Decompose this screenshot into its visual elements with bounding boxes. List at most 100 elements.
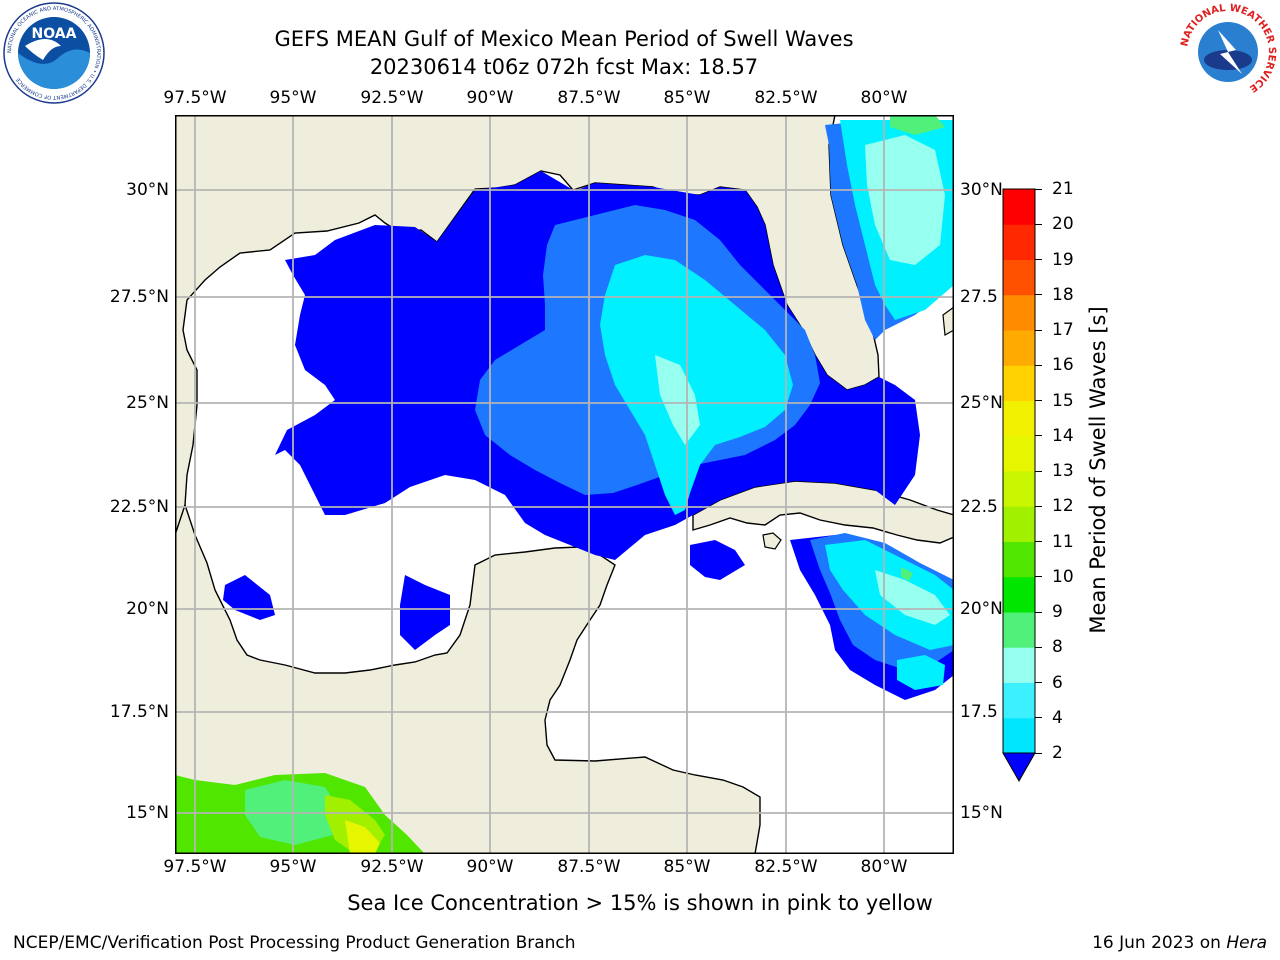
seagull-icon (25, 39, 61, 60)
colorbar-band (1003, 647, 1035, 683)
colorbar-band (1003, 189, 1035, 225)
colorbar-tick-mark (1035, 752, 1042, 754)
colorbar-tick-mark (1035, 329, 1042, 331)
lat-label-left: 27.5°N (109, 287, 169, 307)
lon-label-top: 85°W (663, 88, 711, 108)
colorbar-tick-label: 17 (1052, 320, 1074, 340)
colorbar-tick-label: 20 (1052, 214, 1074, 235)
lon-label-bottom: 95°W (269, 857, 317, 877)
colorbar-tick-label: 8 (1052, 637, 1063, 658)
colorbar-tick-mark (1035, 541, 1042, 542)
colorbar-tick-mark (1035, 435, 1042, 437)
lon-label-bottom: 80°W (860, 857, 908, 877)
lat-label-right: 22.5 (960, 497, 998, 517)
lon-label-top: 95°W (269, 88, 317, 108)
colorbar-band (1003, 400, 1035, 437)
colorbar-band (1003, 294, 1035, 331)
sea-ice-note: Sea Ice Concentration > 15% is shown in … (347, 891, 933, 915)
swell-contours (223, 115, 954, 700)
run-date-text: 16 Jun 2023 on (1092, 933, 1227, 953)
lat-label-left: 30°N (126, 180, 169, 200)
colorbar-tick-mark (1035, 259, 1042, 260)
land-bahamas (942, 306, 954, 336)
colorbar-tick-mark (1035, 188, 1042, 190)
colorbar-band (1003, 471, 1035, 507)
colorbar-tick-label: 13 (1052, 461, 1074, 481)
run-date: 16 Jun 2023 on Hera (1092, 933, 1267, 953)
colorbar-band (1003, 612, 1035, 648)
colorbar-tick-mark (1035, 223, 1042, 225)
colorbar-tick-mark (1035, 682, 1042, 683)
lon-label-bottom: 87.5°W (557, 857, 621, 877)
colorbar-tick-mark (1035, 470, 1042, 472)
colorbar-band (1003, 717, 1035, 754)
colorbar-tick-mark (1035, 576, 1042, 578)
noaa-label: NOAA (32, 26, 77, 42)
map-subtitle: 20230614 t06z 072h fcst Max: 18.57 (369, 55, 759, 79)
lat-label-left: 25°N (126, 393, 169, 413)
colorbar-tick-mark (1035, 611, 1042, 613)
lon-label-top: 97.5°W (163, 88, 227, 108)
colorbar-band (1003, 576, 1035, 613)
colorbar-band (1003, 682, 1035, 719)
land-us (175, 115, 880, 536)
lon-label-bottom: 92.5°W (360, 857, 424, 877)
lon-label-top: 87.5°W (557, 88, 621, 108)
colorbar-tick-label: 18 (1052, 284, 1074, 305)
lat-label-right: 30°N (960, 180, 1003, 200)
colorbar-tick-mark (1035, 505, 1042, 507)
colorbar-tick-mark (1035, 400, 1042, 401)
map-frame (175, 115, 954, 854)
colorbar-tick-mark (1035, 717, 1042, 719)
colorbar-extend-arrow (1002, 752, 1036, 783)
land-island (762, 532, 782, 550)
colorbar-tick-label: 6 (1052, 672, 1063, 693)
colorbar-band (1003, 506, 1035, 542)
map-title: GEFS MEAN Gulf of Mexico Mean Period of … (274, 27, 854, 51)
lat-label-right: 27.5 (960, 287, 998, 307)
colorbar-tick-label: 2 (1052, 743, 1063, 763)
lon-label-top: 82.5°W (754, 88, 818, 108)
lon-label-top: 90°W (466, 88, 514, 108)
colorbar-band (1003, 224, 1035, 260)
colorbar-tick-label: 10 (1052, 566, 1074, 587)
lightning-icon (1218, 30, 1242, 74)
lon-label-bottom: 90°W (466, 857, 514, 877)
lon-label-bottom: 85°W (663, 857, 711, 877)
lon-label-top: 92.5°W (360, 88, 424, 108)
colorbar-tick-label: 16 (1052, 355, 1074, 376)
lat-label-left: 20°N (126, 599, 169, 619)
colorbar-tick-label: 12 (1052, 496, 1074, 517)
colorbar-tick-label: 14 (1052, 425, 1074, 446)
colorbar-band (1003, 365, 1035, 401)
lat-label-right: 17.5 (960, 702, 998, 722)
colorbar (1002, 188, 1036, 783)
gulf-map (175, 115, 954, 854)
lat-label-right: 20°N (960, 599, 1003, 619)
colorbar-band (1003, 435, 1035, 472)
colorbar-label: Mean Period of Swell Waves [s] (1086, 306, 1110, 634)
colorbar-tick-label: 4 (1052, 707, 1063, 728)
colorbar-tick-label: 21 (1052, 179, 1074, 199)
colorbar-tick-label: 9 (1052, 602, 1063, 622)
colorbar-tick-label: 11 (1052, 531, 1074, 552)
noaa-logo: NATIONAL OCEANIC AND ATMOSPHERIC ADMINIS… (3, 2, 105, 104)
colorbar-tick-mark (1035, 364, 1042, 366)
colorbar-band (1003, 259, 1035, 296)
lon-label-bottom: 97.5°W (163, 857, 227, 877)
lat-label-right: 15°N (960, 803, 1003, 823)
lat-label-left: 22.5°N (109, 497, 169, 517)
colorbar-tick-label: 15 (1052, 390, 1074, 411)
lon-label-bottom: 82.5°W (754, 857, 818, 877)
lon-label-top: 80°W (860, 88, 908, 108)
colorbar-tick-mark (1035, 646, 1042, 648)
credit-line: NCEP/EMC/Verification Post Processing Pr… (13, 933, 576, 953)
nws-logo: NATIONAL WEATHER SERVICE (1178, 2, 1278, 102)
colorbar-band (1003, 541, 1035, 578)
lat-label-left: 15°N (126, 803, 169, 823)
lat-label-left: 17.5°N (109, 702, 169, 722)
lat-label-right: 25°N (960, 393, 1003, 413)
colorbar-tick-mark (1035, 294, 1042, 296)
colorbar-band (1003, 330, 1035, 366)
colorbar-tick-label: 19 (1052, 249, 1074, 270)
